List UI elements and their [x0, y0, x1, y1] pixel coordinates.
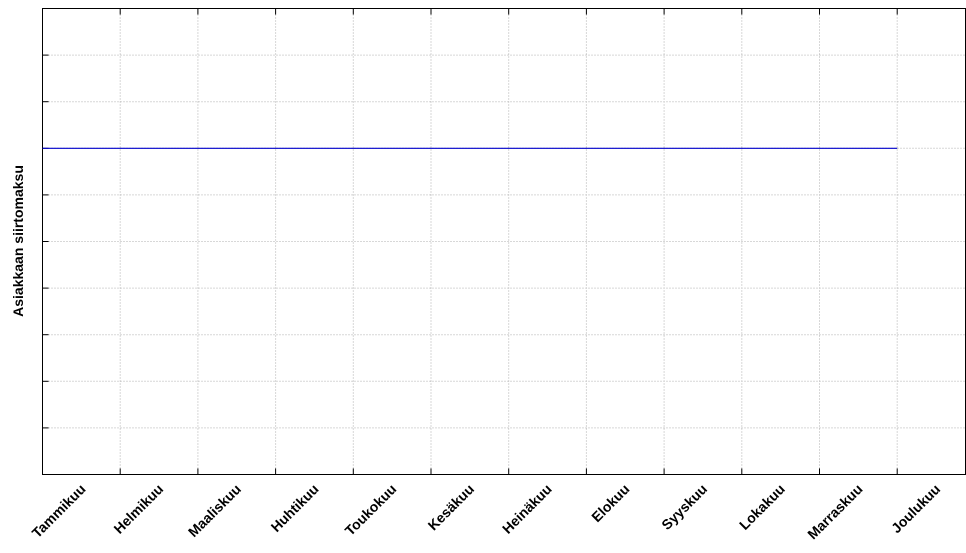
x-tick-label: Elokuu — [588, 481, 632, 525]
x-tick-label: Kesäkuu — [425, 481, 478, 534]
x-tick-label: Syyskuu — [658, 481, 710, 533]
y-axis-label: Asiakkaan siirtomaksu — [10, 165, 26, 317]
x-tick-label: Tammikuu — [29, 481, 89, 541]
x-tick-label: Maaliskuu — [185, 481, 244, 540]
x-tick-label: Marraskuu — [804, 481, 865, 542]
x-tick-label: Joulukuu — [888, 481, 943, 536]
x-tick-label: Lokakuu — [736, 481, 788, 533]
x-tick-label: Huhtikuu — [268, 481, 322, 535]
x-tick-label: Helmikuu — [110, 481, 166, 537]
x-tick-label: Toukokuu — [342, 481, 400, 539]
x-tick-label: Heinäkuu — [499, 481, 555, 537]
